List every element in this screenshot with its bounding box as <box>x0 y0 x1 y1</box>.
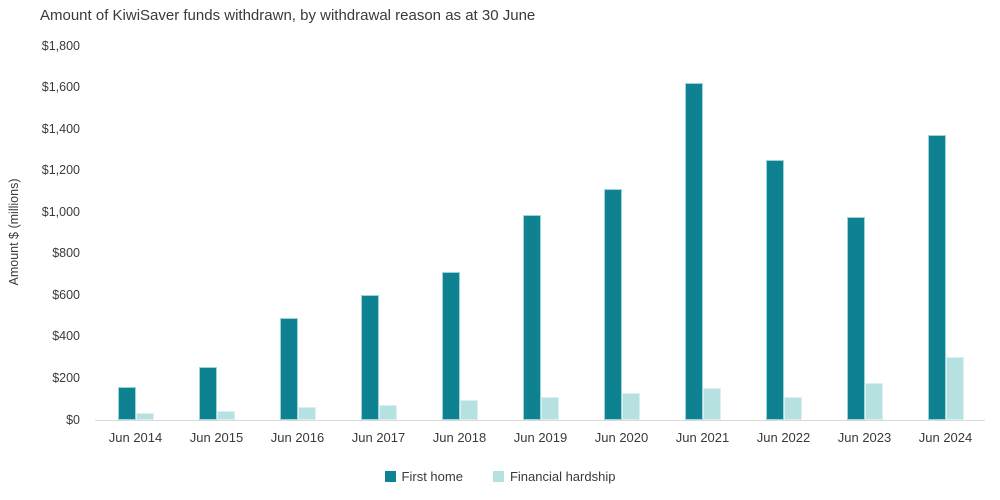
x-tick-jun-2017: Jun 2017 <box>351 430 406 445</box>
bar-first-home-jun-2015 <box>198 367 217 420</box>
x-tick-jun-2019: Jun 2019 <box>513 430 568 445</box>
x-tick-jun-2015: Jun 2015 <box>189 430 244 445</box>
x-tick-jun-2021: Jun 2021 <box>675 430 730 445</box>
y-tick-800: $800 <box>52 246 80 261</box>
x-tick-jun-2018: Jun 2018 <box>432 430 487 445</box>
bar-first-home-jun-2017 <box>360 295 379 420</box>
legend-label-financial-hardship: Financial hardship <box>509 469 616 484</box>
legend-item-first-home: First home <box>384 469 463 484</box>
bar-first-home-jun-2024 <box>927 135 946 420</box>
bar-financial-hardship-jun-2020 <box>621 393 640 420</box>
bar-first-home-jun-2020 <box>603 189 622 420</box>
y-tick-200: $200 <box>52 370 80 385</box>
x-tick-jun-2022: Jun 2022 <box>756 430 811 445</box>
bar-financial-hardship-jun-2023 <box>864 383 883 420</box>
y-tick-1600: $1,600 <box>41 80 80 95</box>
y-tick-0: $0 <box>66 412 80 427</box>
y-tick-400: $400 <box>52 329 80 344</box>
legend-item-financial-hardship: Financial hardship <box>492 469 616 484</box>
legend: First home Financial hardship <box>0 469 1000 484</box>
bar-financial-hardship-jun-2019 <box>540 397 559 420</box>
bar-first-home-jun-2016 <box>279 318 298 420</box>
x-tick-jun-2016: Jun 2016 <box>270 430 325 445</box>
bar-financial-hardship-jun-2024 <box>945 357 964 420</box>
x-axis-line <box>95 420 985 421</box>
bar-first-home-jun-2023 <box>846 217 865 420</box>
x-tick-jun-2020: Jun 2020 <box>594 430 649 445</box>
y-tick-1200: $1,200 <box>41 163 80 178</box>
y-tick-1400: $1,400 <box>41 121 80 136</box>
bar-first-home-jun-2019 <box>522 215 541 420</box>
bar-financial-hardship-jun-2015 <box>216 411 235 420</box>
legend-label-first-home: First home <box>401 469 463 484</box>
bar-first-home-jun-2021 <box>684 83 703 420</box>
bar-financial-hardship-jun-2014 <box>135 413 154 420</box>
first-home-swatch-icon <box>384 471 396 482</box>
bar-first-home-jun-2018 <box>441 272 460 420</box>
financial-hardship-swatch-icon <box>492 471 504 482</box>
y-tick-600: $600 <box>52 287 80 302</box>
bar-first-home-jun-2022 <box>765 160 784 420</box>
y-tick-1000: $1,000 <box>41 204 80 219</box>
bar-financial-hardship-jun-2017 <box>378 405 397 420</box>
bar-financial-hardship-jun-2016 <box>297 407 316 420</box>
bar-financial-hardship-jun-2022 <box>783 397 802 420</box>
bar-financial-hardship-jun-2021 <box>702 388 721 420</box>
x-tick-jun-2023: Jun 2023 <box>837 430 892 445</box>
chart-title: Amount of KiwiSaver funds withdrawn, by … <box>40 7 536 24</box>
bar-financial-hardship-jun-2018 <box>459 400 478 420</box>
y-tick-1800: $1,800 <box>41 38 80 53</box>
x-tick-jun-2024: Jun 2024 <box>918 430 973 445</box>
x-tick-jun-2014: Jun 2014 <box>108 430 163 445</box>
bar-first-home-jun-2014 <box>117 387 136 420</box>
